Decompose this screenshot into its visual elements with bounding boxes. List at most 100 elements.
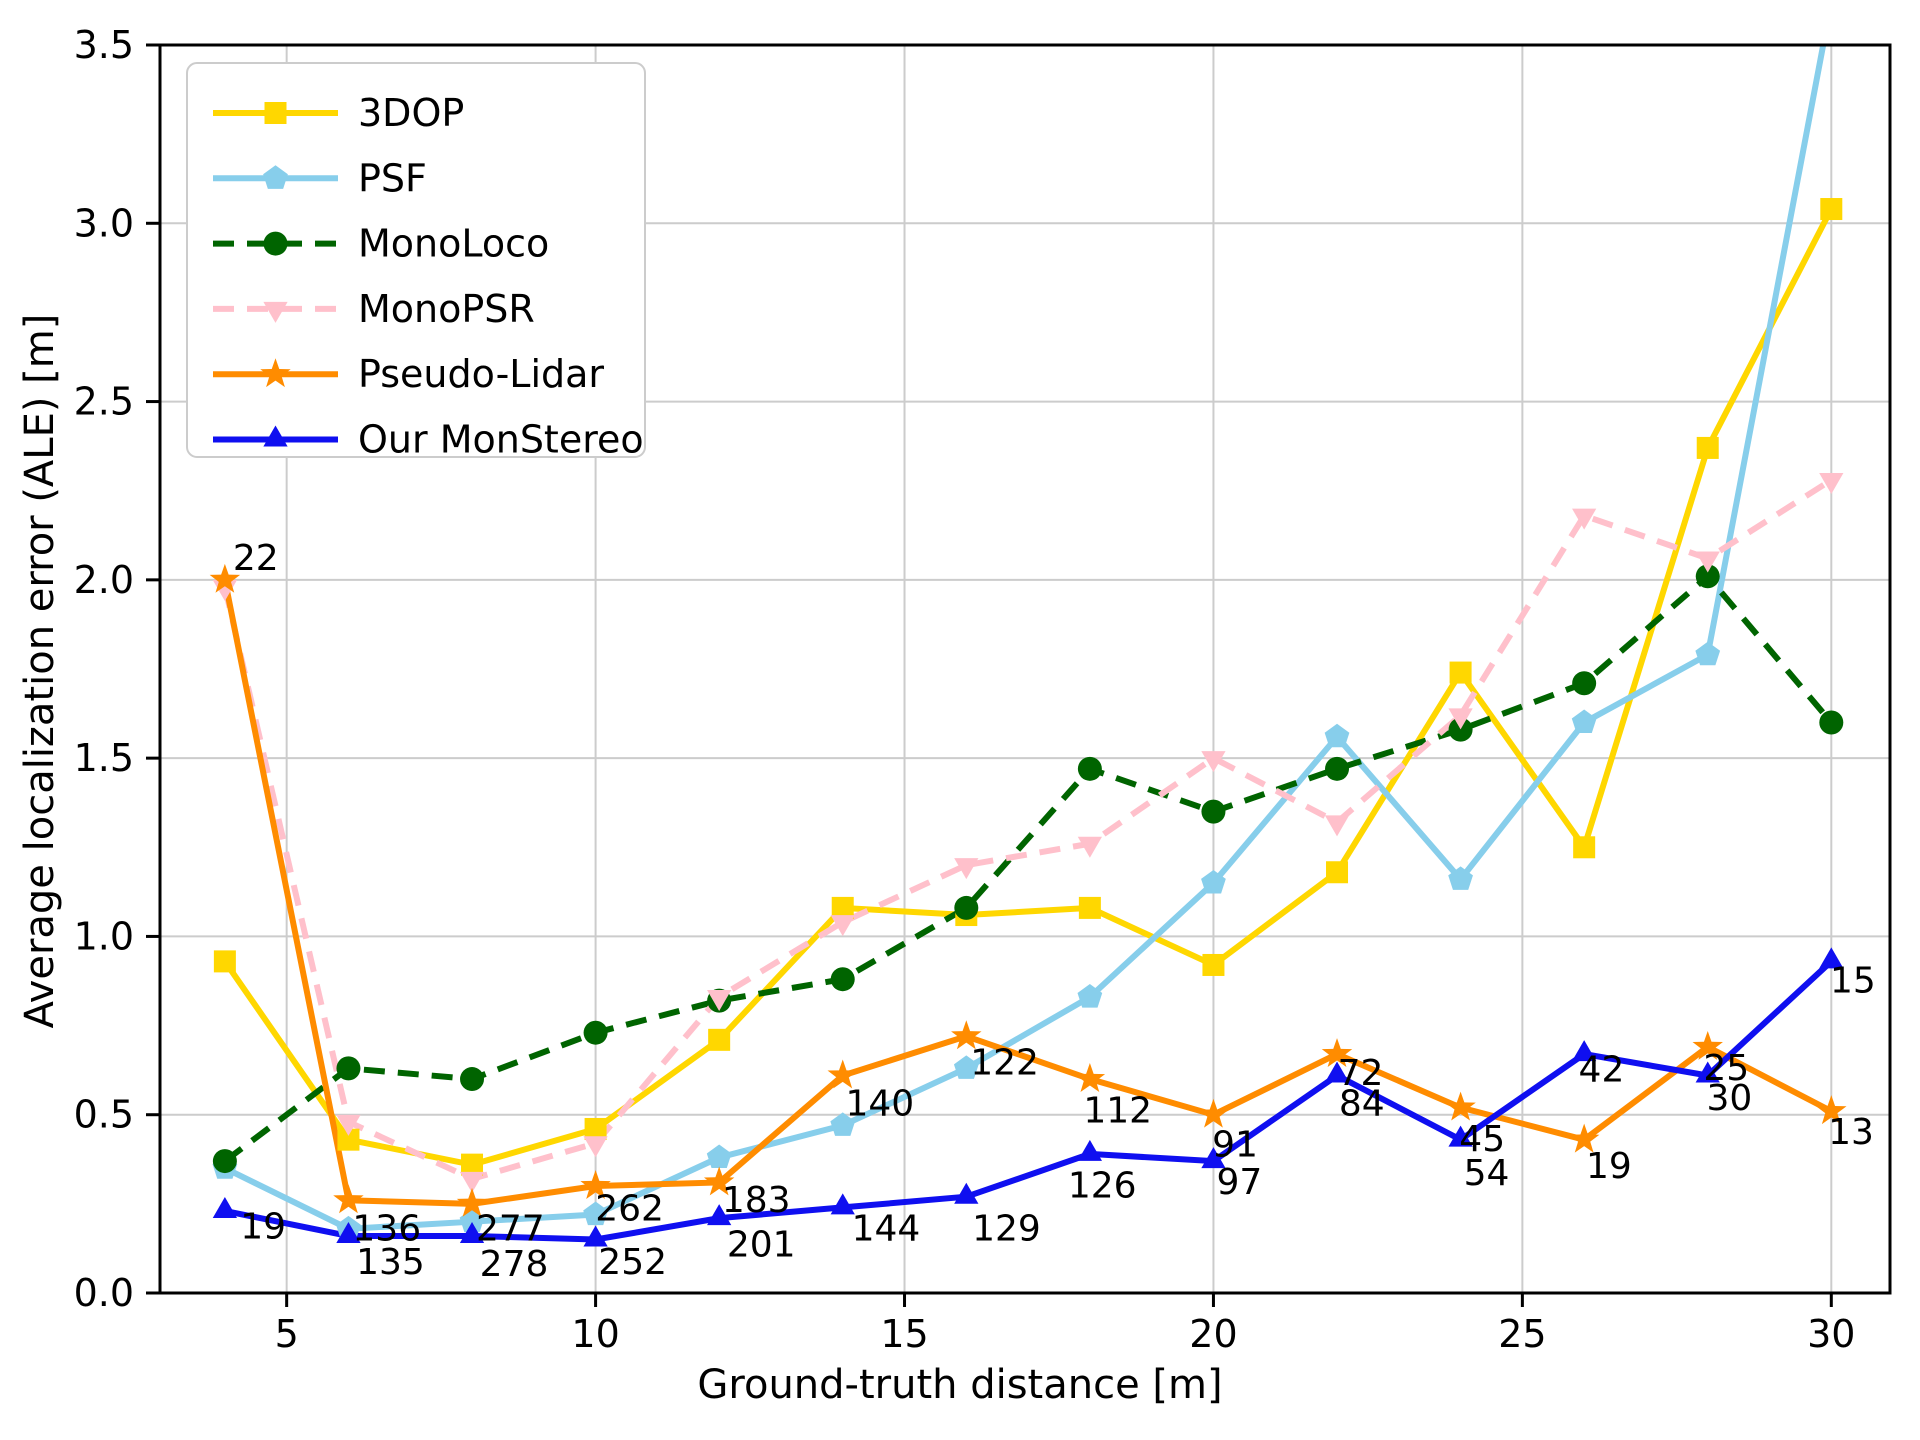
y-tick-label: 3.0	[74, 201, 134, 245]
square-marker	[213, 950, 236, 973]
triangle-up-marker	[830, 1193, 855, 1215]
x-tick-label: 15	[880, 1312, 928, 1356]
y-tick-label: 2.5	[74, 380, 134, 424]
star-marker	[333, 1184, 364, 1214]
triangle-down-marker	[830, 915, 855, 937]
pentagon-marker	[1695, 641, 1721, 666]
legend-item-3dop: 3DOP	[358, 91, 464, 135]
count-annotation: 112	[1083, 1091, 1152, 1132]
triangle-up-marker	[1448, 1125, 1473, 1147]
pentagon-marker	[1077, 984, 1103, 1008]
pentagon-marker	[1819, 0, 1844, 13]
y-tick-label: 1.5	[74, 736, 134, 780]
pentagon-marker	[706, 1144, 732, 1169]
count-annotation: 129	[972, 1208, 1041, 1249]
star-marker	[1692, 1030, 1723, 1060]
legend-triangle-up-marker	[263, 425, 288, 447]
triangle-down-marker	[1324, 815, 1350, 837]
count-annotation: 25	[1703, 1048, 1749, 1089]
count-annotation: 42	[1579, 1050, 1625, 1091]
triangle-down-marker	[1077, 836, 1102, 858]
series-line-3dop	[222, 207, 1834, 1168]
star-marker	[1321, 1038, 1353, 1068]
y-tick-label: 2.0	[74, 558, 134, 602]
series-line-our-monstereo	[224, 959, 1834, 1243]
square-marker	[1326, 861, 1349, 884]
square-marker	[1820, 198, 1843, 221]
triangle-down-marker	[336, 1114, 361, 1136]
circle-marker	[830, 967, 855, 992]
legend-item-monoloco: MonoLoco	[358, 222, 549, 266]
legend-circle-marker	[263, 231, 288, 256]
triangle-up-marker	[707, 1204, 732, 1226]
square-marker	[1202, 953, 1225, 976]
count-annotation: 122	[970, 1043, 1039, 1084]
circle-marker	[1201, 799, 1226, 824]
count-annotation: 126	[1068, 1166, 1137, 1207]
count-annotation: 201	[727, 1224, 796, 1265]
pentagon-marker	[830, 1112, 856, 1136]
series-line-monopsr	[221, 477, 1833, 1183]
square-marker	[1449, 661, 1472, 684]
count-annotation: 262	[595, 1189, 664, 1230]
legend-star-marker	[260, 358, 291, 388]
pentagon-marker	[583, 1201, 608, 1226]
series-line-pseudo-lidar	[221, 579, 1833, 1207]
triangle-down-marker	[1572, 508, 1597, 530]
star-marker	[456, 1187, 488, 1217]
x-tick-label: 20	[1189, 1312, 1237, 1356]
triangle-down-marker	[1695, 551, 1720, 573]
star-marker	[1445, 1091, 1476, 1121]
circle-marker	[1572, 671, 1597, 696]
circle-marker	[1819, 710, 1844, 735]
count-annotation: 30	[1706, 1078, 1752, 1119]
square-marker	[337, 1128, 360, 1151]
series-line-psf	[223, 45, 1827, 1232]
triangle-down-marker	[1819, 473, 1844, 495]
triangle-up-marker	[1324, 1061, 1350, 1083]
count-annotation: 278	[480, 1244, 549, 1285]
y-tick-label: 1.0	[74, 914, 134, 958]
count-annotation: 136	[352, 1208, 421, 1249]
legend-item-monopsr: MonoPSR	[358, 287, 535, 331]
star-marker	[1816, 1095, 1847, 1125]
y-tick-label: 3.5	[74, 23, 134, 67]
circle-marker	[954, 895, 979, 920]
pentagon-marker	[1571, 709, 1597, 734]
circle-marker	[1077, 756, 1102, 781]
legend-item-psf: PSF	[358, 156, 427, 200]
square-marker	[831, 896, 854, 919]
circle-marker	[1325, 756, 1350, 781]
y-axis-title: Average localization error (ALE) [m]	[17, 313, 63, 1029]
legend-item-our-monstereo: Our MonStereo	[358, 418, 644, 462]
triangle-down-marker	[459, 1171, 485, 1193]
pentagon-marker	[1448, 866, 1473, 890]
x-tick-label: 30	[1807, 1312, 1855, 1356]
triangle-up-marker	[212, 1196, 237, 1218]
circle-marker	[336, 1056, 361, 1081]
triangle-down-marker	[583, 1136, 608, 1158]
count-annotation: 72	[1338, 1053, 1384, 1094]
count-annotation: 19	[240, 1207, 286, 1248]
star-marker	[209, 563, 241, 593]
pentagon-marker	[953, 1055, 979, 1079]
triangle-down-marker	[1201, 751, 1226, 773]
count-annotation: 22	[233, 538, 279, 579]
triangle-down-marker	[1448, 708, 1473, 730]
legend-square-marker	[264, 102, 287, 124]
legend-triangle-down-marker	[263, 301, 288, 323]
star-marker	[703, 1166, 735, 1196]
x-tick-label: 10	[571, 1312, 619, 1356]
square-marker	[1078, 896, 1101, 919]
triangle-up-marker	[1572, 1040, 1597, 1062]
triangle-up-marker	[1201, 1147, 1226, 1169]
series-layer	[209, 0, 1847, 1247]
x-axis-title: Ground-truth distance [m]	[697, 1362, 1223, 1408]
square-marker	[1696, 436, 1719, 459]
star-marker	[827, 1059, 858, 1089]
triangle-up-marker	[336, 1221, 361, 1243]
triangle-up-marker	[954, 1182, 979, 1204]
star-marker	[1198, 1098, 1229, 1128]
legend-box	[186, 62, 646, 458]
